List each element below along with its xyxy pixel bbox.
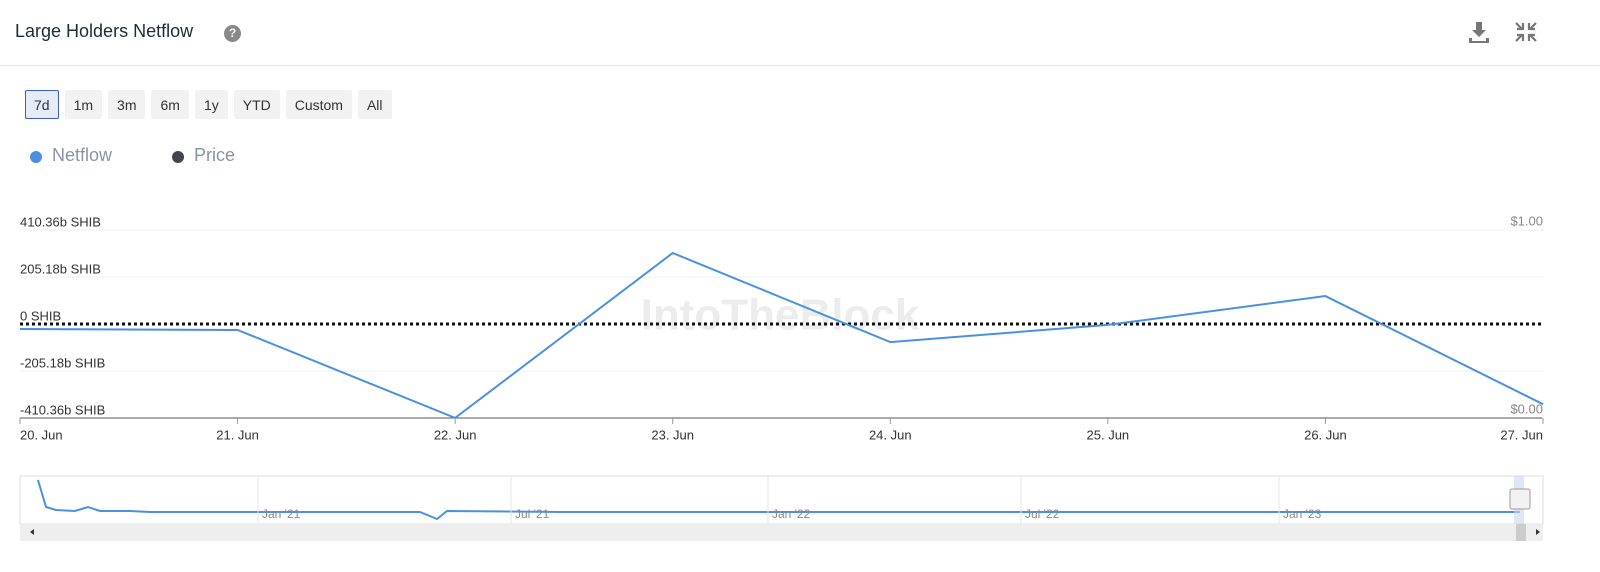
- x-tick-label: 23. Jun: [651, 427, 694, 442]
- y-tick-label: -410.36b SHIB: [20, 402, 105, 417]
- x-tick-label: 22. Jun: [434, 427, 477, 442]
- range-button[interactable]: Custom: [285, 90, 352, 119]
- y-tick-label: -205.18b SHIB: [20, 355, 105, 370]
- range-button[interactable]: 3m: [108, 90, 146, 119]
- navigator-label: Jul '21: [515, 507, 550, 521]
- navigator-label: Jul '22: [1025, 507, 1060, 521]
- y-tick-label: 410.36b SHIB: [20, 214, 101, 229]
- range-button[interactable]: 7d: [25, 90, 59, 119]
- chart-title: Large Holders Netflow: [15, 21, 194, 41]
- y-tick-label: 205.18b SHIB: [20, 261, 101, 276]
- legend-marker: [30, 151, 42, 163]
- download-icon[interactable]: [1467, 20, 1491, 44]
- navigator-line: [37, 479, 1520, 521]
- range-buttons: 7d 1m 3m 6m 1y YTD Custom All: [25, 90, 392, 119]
- navigator-frame: [19, 475, 1544, 525]
- range-button[interactable]: All: [357, 90, 392, 119]
- legend-marker: [172, 151, 185, 163]
- scrollbar-thumb[interactable]: [1516, 524, 1526, 541]
- legend-label: Netflow: [52, 145, 113, 165]
- watermark: IntoTheBlock: [641, 291, 920, 340]
- collapse-icon[interactable]: [1514, 20, 1538, 44]
- help-icon[interactable]: ?: [224, 25, 241, 42]
- navigator-label: Jan '21: [262, 507, 301, 521]
- range-button[interactable]: 6m: [151, 90, 189, 119]
- legend-item[interactable]: Price: [172, 145, 235, 165]
- scrollbar[interactable]: [20, 524, 1543, 541]
- legend-item[interactable]: Netflow: [30, 145, 113, 165]
- x-tick-label: 21. Jun: [216, 427, 259, 442]
- y2-tick-label: $1.00: [1510, 213, 1543, 228]
- range-button[interactable]: 1m: [64, 90, 103, 119]
- x-tick-label: 26. Jun: [1304, 427, 1347, 442]
- y-tick-label: 0 SHIB: [20, 308, 61, 323]
- legend-label: Price: [194, 145, 235, 165]
- header: Large Holders Netflow ?: [0, 0, 1600, 66]
- navigator-label: Jan '22: [772, 507, 811, 521]
- range-button[interactable]: YTD: [233, 90, 280, 119]
- series-line: [19, 251, 1544, 420]
- range-button[interactable]: 1y: [194, 90, 228, 119]
- x-tick-label: 20. Jun: [20, 427, 63, 442]
- scroll-arrows[interactable]: [30, 529, 1540, 535]
- x-tick-label: 24. Jun: [869, 427, 912, 442]
- navigator-window[interactable]: [1514, 476, 1524, 524]
- y2-tick-label: $0.00: [1510, 401, 1543, 416]
- x-tick-label: 27. Jun: [1500, 427, 1543, 442]
- navigator-handle[interactable]: [1509, 488, 1531, 510]
- navigator-label: Jan '23: [1283, 507, 1322, 521]
- x-tick-label: 25. Jun: [1087, 427, 1130, 442]
